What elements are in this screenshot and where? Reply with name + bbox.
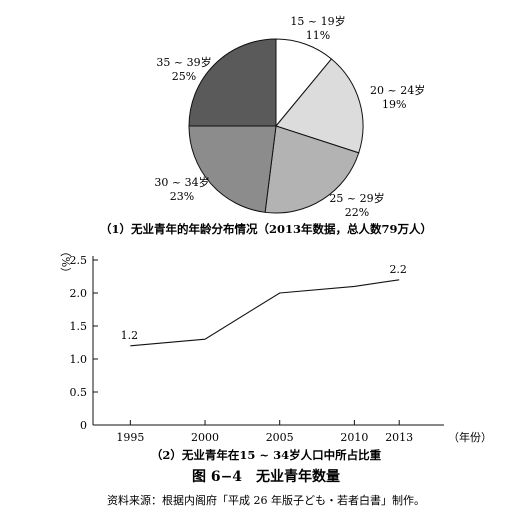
pie-slice xyxy=(264,125,360,214)
y-tick-label: 2.5 xyxy=(70,254,88,267)
y-tick-label: 0 xyxy=(80,419,87,432)
slice-value-label: 19% xyxy=(382,98,406,111)
data-label: 1.2 xyxy=(121,329,139,342)
y-tick-label: 1.5 xyxy=(70,320,88,333)
x-tick-label: 2013 xyxy=(385,431,413,444)
slice-value-label: 23% xyxy=(170,190,194,203)
x-tick-label: 1995 xyxy=(116,431,144,444)
slice-label: 30 ~ 34岁 xyxy=(154,175,209,189)
figure-title: 图 6−4 无业青年数量 xyxy=(192,468,340,485)
slice-value-label: 22% xyxy=(345,206,369,219)
x-tick-label: 2000 xyxy=(191,431,219,444)
source-note: 资料来源：根据内阁府「平成 26 年版子ども・若者白書」制作。 xyxy=(107,493,425,507)
pie-slice xyxy=(188,38,277,127)
slice-label: 20 ~ 24岁 xyxy=(370,83,425,97)
slice-value-label: 25% xyxy=(172,70,196,83)
pie-slice xyxy=(275,58,364,154)
y-axis-label: （%） xyxy=(59,246,72,278)
x-axis-label: （年份） xyxy=(448,430,492,444)
x-tick-label: 2010 xyxy=(340,431,368,444)
y-tick-label: 2.0 xyxy=(70,287,88,300)
y-tick-label: 1.0 xyxy=(70,353,88,366)
slice-label: 25 ~ 29岁 xyxy=(329,191,384,205)
data-label: 2.2 xyxy=(389,263,407,276)
slice-label: 35 ~ 39岁 xyxy=(156,55,211,69)
x-tick-label: 2005 xyxy=(266,431,294,444)
pie-slice xyxy=(188,125,277,213)
line-chart-title: （2）无业青年在15 ~ 34岁人口中所占比重 xyxy=(151,448,382,462)
series-line xyxy=(130,279,400,347)
proportion-line-chart: 0 0.5 1.0 1.5 2.0 2.5 1995 2000 2005 2010 2013 （%） （… xyxy=(59,246,492,444)
slice-value-label: 11% xyxy=(306,29,330,42)
y-tick-label: 0.5 xyxy=(70,386,88,399)
pie-chart-title: （1）无业青年的年龄分布情况（2013年数据，总人数79万人） xyxy=(100,222,432,236)
slice-label: 15 ~ 19岁 xyxy=(290,14,345,28)
